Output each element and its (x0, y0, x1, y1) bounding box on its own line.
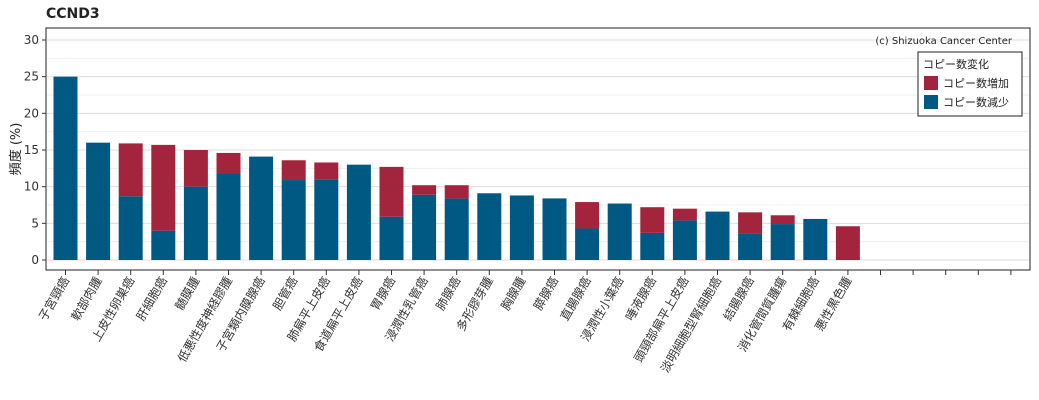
x-tick-label: 胸腺腫 (497, 274, 528, 313)
y-tick-label: 25 (24, 70, 39, 84)
bar-copy-decrease (444, 198, 469, 260)
x-tick-label: 唾液腺癌 (622, 274, 659, 323)
bar-copy-increase (151, 144, 176, 231)
bar-copy-decrease (249, 156, 274, 260)
chart-title: CCND3 (46, 6, 100, 22)
bar-copy-decrease (575, 228, 600, 260)
x-tick-label: 胃腺癌 (367, 274, 398, 313)
bar-copy-decrease (216, 173, 241, 260)
bar-copy-decrease (640, 232, 665, 260)
bar-copy-decrease (314, 179, 339, 260)
copyright-text: (c) Shizuoka Cancer Center (875, 36, 1013, 47)
bar-copy-decrease (53, 76, 78, 261)
x-tick-label: 直腸腺癌 (557, 274, 594, 323)
bar-copy-increase (379, 166, 404, 217)
bar-copy-decrease (509, 195, 534, 260)
bar-copy-decrease (672, 220, 697, 260)
legend: コピー数変化 コピー数増加 コピー数減少 (917, 51, 1023, 117)
bar-copy-increase (183, 150, 208, 187)
bar-copy-decrease (86, 142, 111, 260)
bar-copy-increase (672, 208, 697, 221)
bar-copy-decrease (738, 233, 763, 260)
y-tick-label: 30 (24, 33, 39, 47)
x-tick-label: 子宮頸癌 (35, 274, 72, 323)
bar-copy-decrease (770, 224, 795, 260)
bar-copy-decrease (477, 193, 502, 260)
bar-copy-decrease (607, 203, 632, 260)
bar-copy-decrease (281, 180, 306, 260)
y-tick-label: 10 (24, 180, 39, 194)
bar-copy-increase (835, 226, 860, 260)
legend-label-increase: コピー数増加 (943, 77, 1009, 90)
bar-copy-decrease (803, 218, 828, 260)
bar-copy-decrease (346, 164, 371, 260)
bar-copy-increase (738, 212, 763, 234)
plot-frame (45, 27, 1031, 271)
y-tick-label: 5 (31, 216, 39, 230)
y-tick-label: 15 (24, 143, 39, 157)
bar-copy-increase (444, 185, 469, 199)
x-tick-label: 淡明細胞型腎細胞癌 (657, 274, 724, 375)
y-tick-label: 20 (24, 106, 39, 120)
x-tick-label: 胆管癌 (269, 274, 300, 313)
bar-copy-decrease (412, 194, 437, 260)
bar-copy-increase (281, 160, 306, 181)
legend-swatch-decrease (924, 95, 938, 109)
bar-copy-decrease (151, 230, 176, 260)
bar-copy-decrease (118, 196, 143, 260)
x-tick-label: 膵腺癌 (530, 274, 561, 313)
x-tick-label: 肺腺癌 (432, 274, 463, 313)
bar-copy-increase (314, 162, 339, 180)
bar-copy-decrease (542, 198, 567, 260)
y-axis-label: 頻度 (%) (8, 123, 24, 176)
x-tick-label: 軟部肉腫 (68, 274, 105, 323)
legend-label-decrease: コピー数減少 (943, 95, 1009, 109)
bar-copy-increase (640, 207, 665, 233)
bar-copy-increase (216, 152, 241, 174)
legend-swatch-increase (924, 76, 938, 90)
y-tick-label: 0 (31, 253, 39, 267)
bar-copy-decrease (183, 186, 208, 260)
bar-copy-increase (770, 215, 795, 225)
bar-copy-increase (412, 185, 437, 195)
bar-copy-decrease (379, 216, 404, 260)
bar-copy-decrease (705, 211, 730, 260)
x-tick-label: 結腸腺癌 (720, 274, 757, 323)
bar-copy-increase (575, 202, 600, 229)
x-tick-label: 肝細胞癌 (133, 274, 170, 323)
legend-title: コピー数変化 (923, 57, 989, 71)
x-tick-label: 髄膜腫 (171, 274, 202, 313)
bar-copy-increase (118, 143, 143, 197)
